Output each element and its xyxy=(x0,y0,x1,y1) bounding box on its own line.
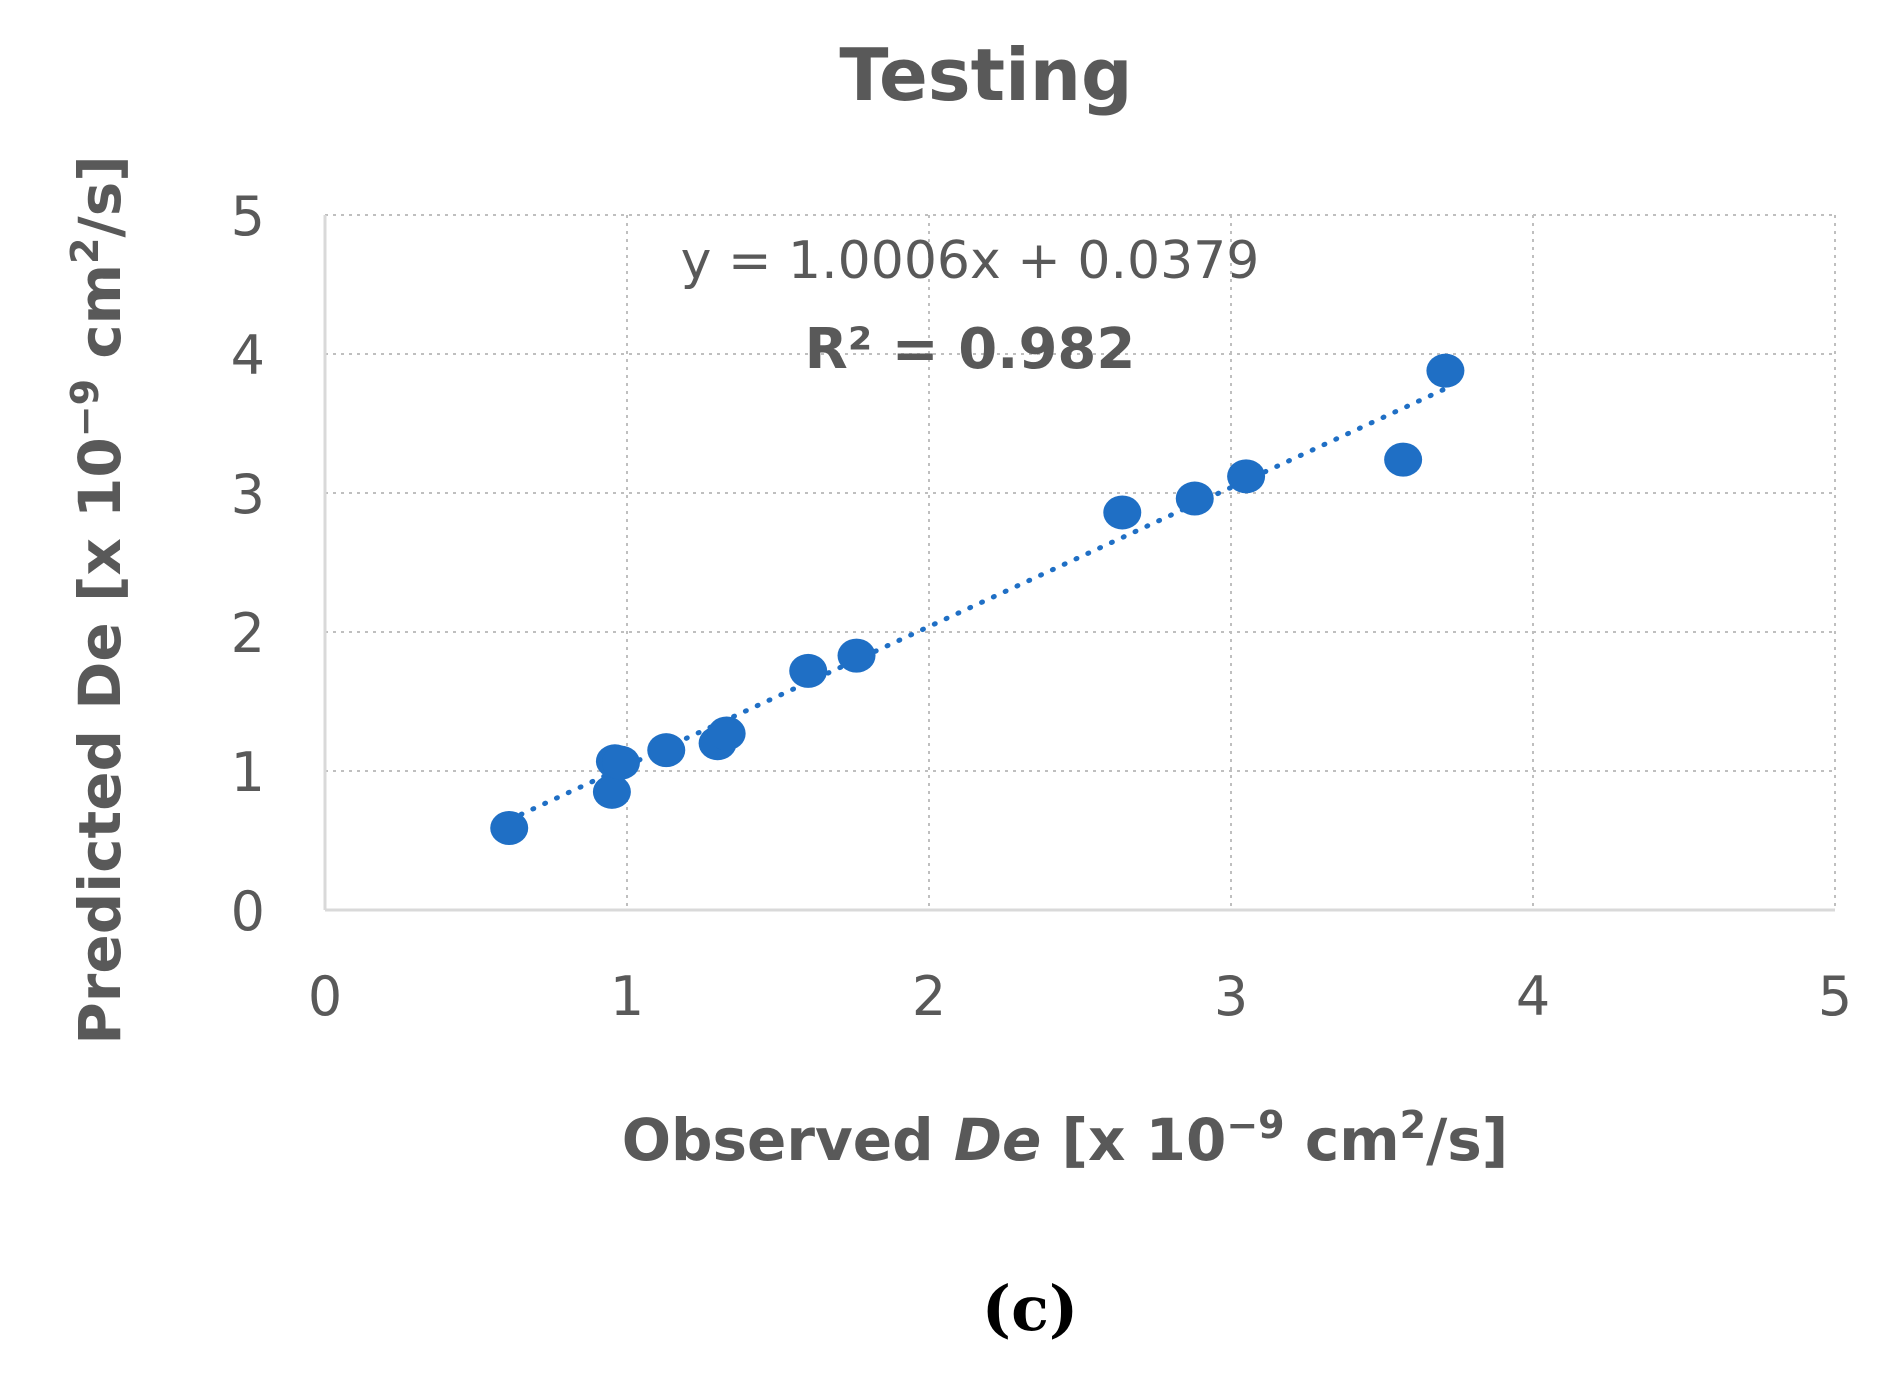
y-tick-label: 0 xyxy=(231,880,265,943)
x-tick-label: 4 xyxy=(1516,965,1550,1028)
tick-labels: 0 1 2 3 4 5 0 1 2 3 4 5 xyxy=(231,185,1853,1028)
data-point xyxy=(647,733,686,768)
data-point xyxy=(592,774,631,809)
trendline-equation: y = 1.0006x + 0.0379 xyxy=(681,231,1260,291)
y-tick-label: 1 xyxy=(231,741,265,804)
x-tick-label: 5 xyxy=(1818,965,1852,1028)
axes xyxy=(323,215,1835,912)
panel-label: (c) xyxy=(982,1272,1078,1345)
y-tick-label: 5 xyxy=(231,185,265,248)
data-point xyxy=(1426,353,1465,388)
data-point xyxy=(1384,442,1423,477)
y-tick-label: 3 xyxy=(231,463,265,526)
r-squared-label: R² = 0.982 xyxy=(805,317,1136,382)
y-tick-label: 4 xyxy=(231,324,265,387)
data-point xyxy=(837,638,876,673)
x-tick-label: 0 xyxy=(308,965,342,1028)
data-point xyxy=(601,745,640,780)
data-point xyxy=(707,716,746,751)
y-tick-label: 2 xyxy=(231,602,265,665)
x-tick-label: 1 xyxy=(610,965,644,1028)
x-tick-label: 2 xyxy=(912,965,946,1028)
data-points xyxy=(490,353,1465,845)
data-point xyxy=(1175,481,1214,516)
data-point xyxy=(490,810,529,845)
y-axis-label: Predicted De [x 10−9 cm2/s] xyxy=(63,155,134,1044)
x-tick-label: 3 xyxy=(1214,965,1248,1028)
chart-title: Testing xyxy=(839,33,1132,117)
data-point xyxy=(1227,459,1266,494)
data-point xyxy=(1103,495,1142,530)
data-point xyxy=(789,653,828,688)
gridlines xyxy=(325,214,1836,910)
x-axis-label: Observed De [x 10−9 cm2/s] xyxy=(622,1103,1509,1174)
